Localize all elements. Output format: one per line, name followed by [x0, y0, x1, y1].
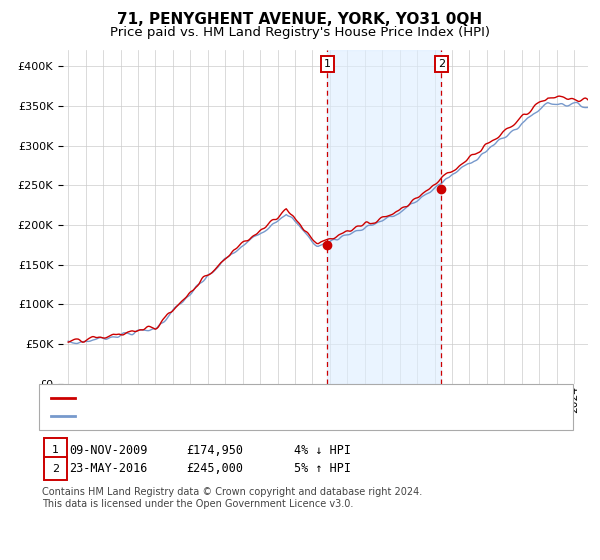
Text: 1: 1 [52, 445, 59, 455]
Text: Price paid vs. HM Land Registry's House Price Index (HPI): Price paid vs. HM Land Registry's House … [110, 26, 490, 39]
Text: 1: 1 [324, 59, 331, 69]
Text: 71, PENYGHENT AVENUE, YORK, YO31 0QH: 71, PENYGHENT AVENUE, YORK, YO31 0QH [118, 12, 482, 27]
Text: 4% ↓ HPI: 4% ↓ HPI [294, 444, 351, 457]
Text: Contains HM Land Registry data © Crown copyright and database right 2024.
This d: Contains HM Land Registry data © Crown c… [42, 487, 422, 509]
Text: 5% ↑ HPI: 5% ↑ HPI [294, 462, 351, 475]
Text: 71, PENYGHENT AVENUE, YORK, YO31 0QH (semi-detached house): 71, PENYGHENT AVENUE, YORK, YO31 0QH (se… [79, 391, 471, 404]
Text: 2: 2 [438, 59, 445, 69]
Text: 23-MAY-2016: 23-MAY-2016 [69, 462, 148, 475]
Bar [328, 50, 442, 384]
Text: HPI: Average price, semi-detached house, York: HPI: Average price, semi-detached house,… [79, 410, 355, 423]
Text: 2: 2 [52, 464, 59, 474]
Text: 09-NOV-2009: 09-NOV-2009 [69, 444, 148, 457]
Text: £174,950: £174,950 [186, 444, 243, 457]
Text: £245,000: £245,000 [186, 462, 243, 475]
